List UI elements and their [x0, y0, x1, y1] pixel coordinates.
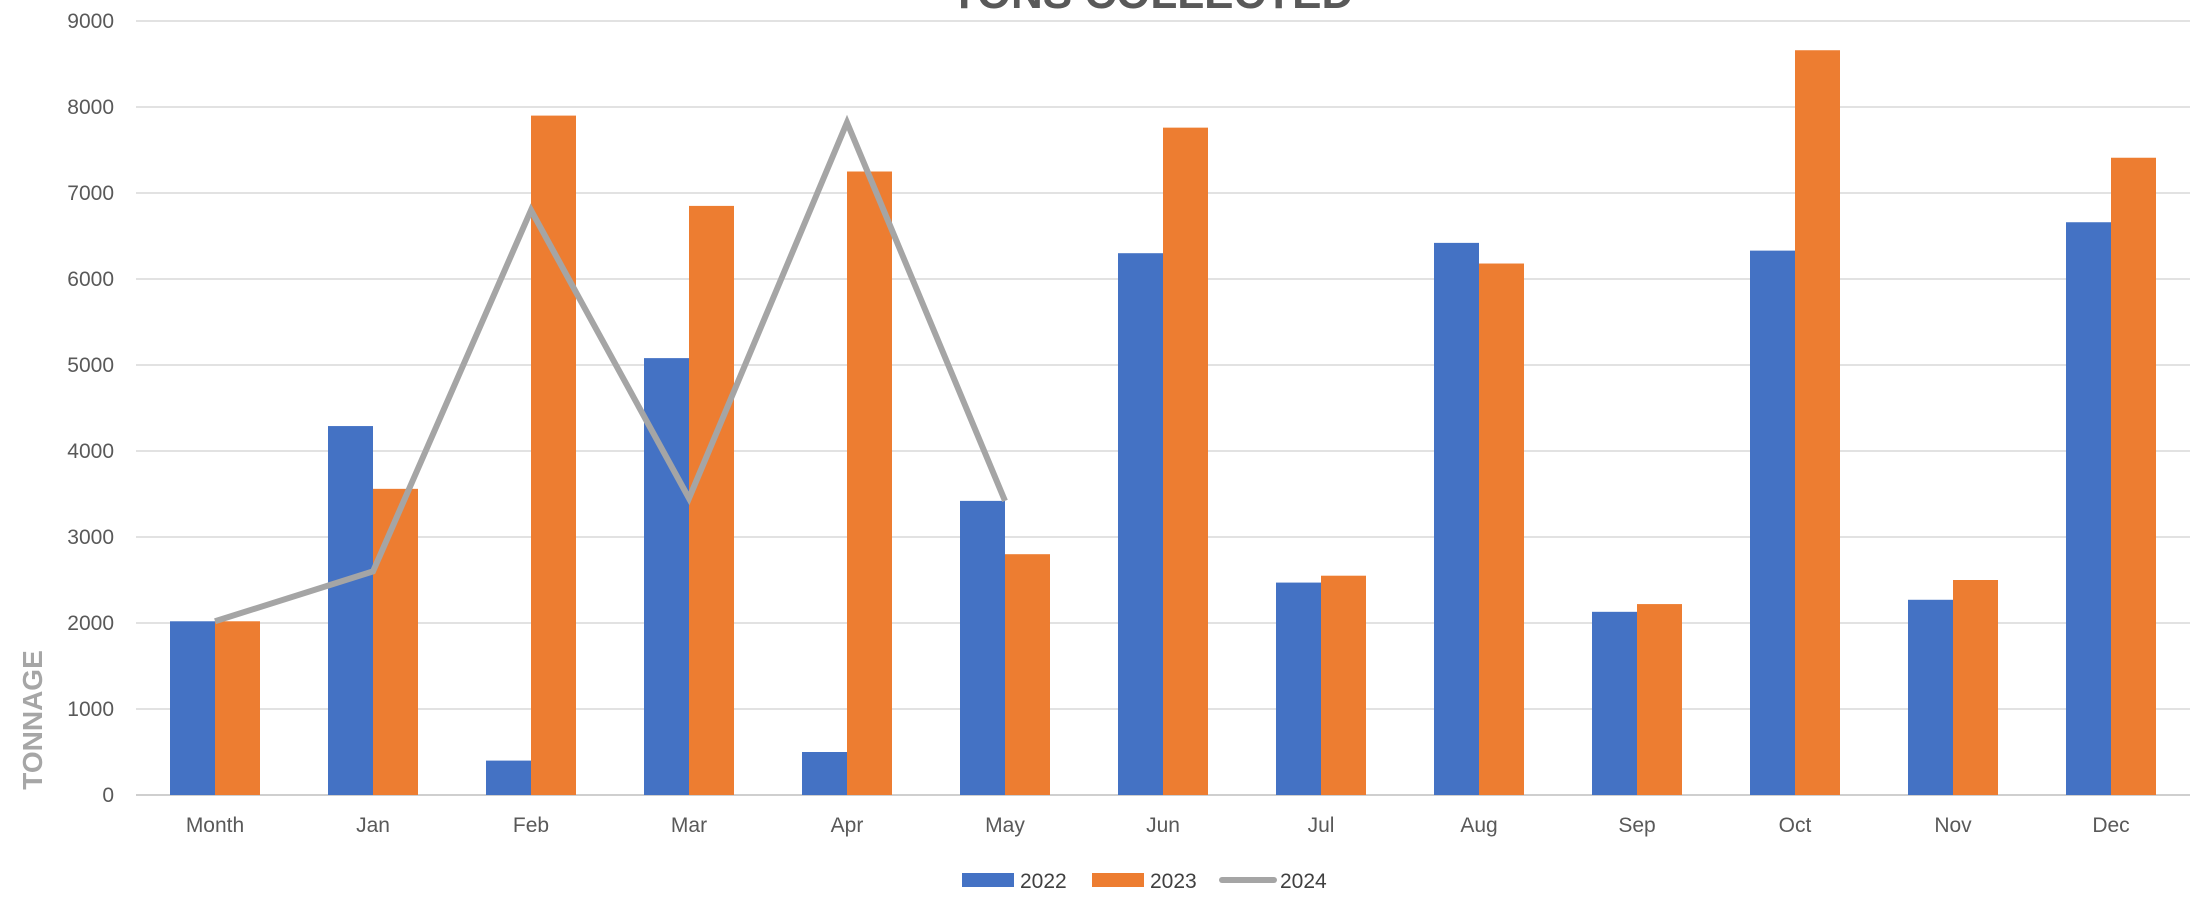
- x-tick-label: Apr: [831, 814, 864, 837]
- line-series: [214, 114, 1008, 625]
- bar-2023-month: [215, 621, 260, 795]
- legend-swatch-2023: [1092, 873, 1144, 887]
- x-tick-label: May: [985, 814, 1025, 837]
- legend-label-2022: 2022: [1020, 870, 1067, 893]
- bar-2023-oct: [1795, 50, 1840, 796]
- bar-2022-month: [170, 621, 215, 795]
- bar-2023-aug: [1479, 263, 1524, 795]
- bar-2022-nov: [1908, 599, 1953, 795]
- y-tick-label: 6000: [67, 268, 114, 291]
- y-tick-label: 1000: [67, 698, 114, 721]
- bar-2023-may: [1005, 554, 1050, 795]
- bar-2022-apr: [802, 752, 847, 795]
- bar-2022-aug: [1434, 242, 1479, 795]
- y-tick-label: 8000: [67, 96, 114, 119]
- bar-2023-jun: [1163, 127, 1208, 795]
- y-axis-label: TONNAGE: [17, 650, 48, 790]
- bar-2022-feb: [486, 760, 531, 795]
- x-tick-label: Nov: [1934, 814, 1972, 837]
- y-tick-label: 5000: [67, 354, 114, 377]
- y-tick-label: 7000: [67, 182, 114, 205]
- x-tick-label: Mar: [671, 814, 707, 837]
- bar-2023-apr: [847, 171, 892, 795]
- y-tick-label: 4000: [67, 440, 114, 463]
- bar-2023-sep: [1637, 604, 1682, 795]
- bar-2023-dec: [2111, 157, 2156, 796]
- x-tick-label: Jan: [356, 814, 390, 837]
- legend: 2022 2023 2024: [962, 870, 1327, 893]
- x-tick-label: Feb: [513, 814, 549, 837]
- x-axis-ticks: Month Jan Feb Mar Apr May Jun Jul Aug Sep Oct Nov De…: [186, 814, 2130, 837]
- legend-label-2023: 2023: [1150, 870, 1197, 893]
- bar-2023-nov: [1953, 580, 1998, 795]
- bars: [170, 50, 2156, 796]
- line-2024: [214, 114, 1008, 625]
- legend-swatch-2022: [962, 873, 1014, 887]
- x-tick-label: Month: [186, 814, 244, 837]
- bar-2022-oct: [1750, 250, 1795, 795]
- bar-2023-jul: [1321, 575, 1366, 795]
- x-tick-label: Jun: [1146, 814, 1180, 837]
- chart-title: TONS COLLECTED: [951, 0, 1354, 18]
- x-tick-label: Sep: [1618, 814, 1655, 837]
- y-tick-label: 3000: [67, 526, 114, 549]
- bar-2022-may: [960, 500, 1005, 795]
- x-tick-label: Oct: [1779, 814, 1812, 837]
- y-tick-label: 9000: [67, 10, 114, 33]
- x-tick-label: Aug: [1460, 814, 1497, 837]
- bar-2022-jan: [328, 426, 373, 795]
- bar-2023-mar: [689, 205, 734, 795]
- bar-2022-sep: [1592, 611, 1637, 795]
- x-tick-label: Jul: [1308, 814, 1335, 837]
- x-tick-label: Dec: [2092, 814, 2129, 837]
- y-tick-label: 0: [102, 784, 114, 807]
- y-tick-label: 2000: [67, 612, 114, 635]
- y-axis-ticks: 0 1000 2000 3000 4000 5000 6000 7000 8000 9000: [67, 10, 114, 807]
- legend-label-2024: 2024: [1280, 870, 1327, 893]
- bar-2022-jul: [1276, 582, 1321, 795]
- bar-2023-jan: [373, 488, 418, 795]
- bar-2022-dec: [2066, 222, 2111, 796]
- bar-2022-jun: [1118, 253, 1163, 795]
